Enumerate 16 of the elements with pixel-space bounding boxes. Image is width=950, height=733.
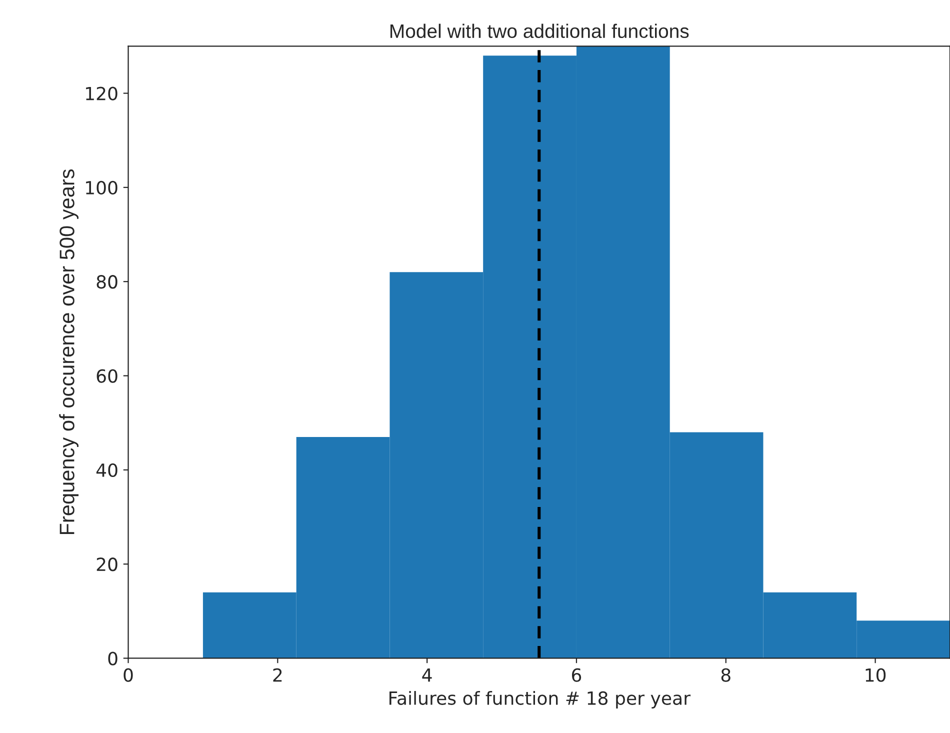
- y-tick-label: 100: [86, 180, 118, 195]
- chart-title: Model with two additional functions: [390, 24, 689, 38]
- x-tick-label: 10: [866, 668, 886, 682]
- x-tick-label: 6: [572, 668, 582, 682]
- x-tick-label: 2: [273, 668, 282, 682]
- y-tick-label: 0: [108, 652, 118, 666]
- y-tick-label: 60: [96, 369, 118, 383]
- y-tick-label: 20: [96, 558, 118, 572]
- y-tick-label: 120: [86, 86, 118, 100]
- x-tick-label: 4: [422, 668, 432, 682]
- y-tick-label: 80: [96, 275, 118, 289]
- y-axis-title: Frequency of occurence over 500 years: [59, 169, 79, 534]
- y-tick-label: 40: [96, 463, 118, 478]
- x-tick-label: 0: [124, 668, 133, 682]
- x-tick-label: 8: [721, 668, 730, 682]
- x-axis-title: Failures of function # 18 per year: [390, 690, 691, 708]
